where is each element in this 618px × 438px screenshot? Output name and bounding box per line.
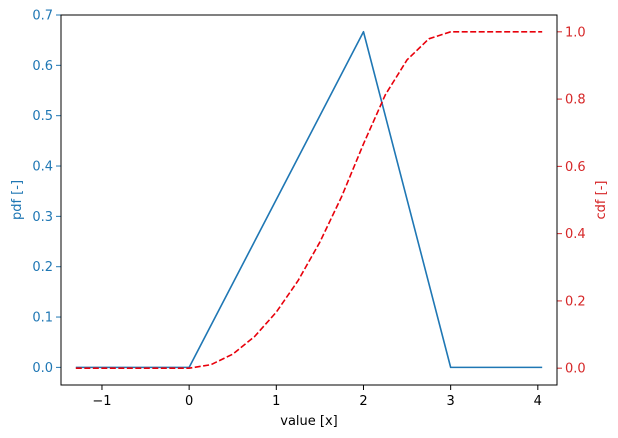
y-left-tick-label: 0.0 — [32, 361, 53, 376]
x-tick-label: 4 — [534, 394, 542, 409]
plot-frame — [60, 14, 558, 386]
y-left-tick-label: 0.3 — [32, 210, 53, 225]
y-axis-right: 0.0 0.2 0.4 0.6 0.8 1.0 — [557, 25, 586, 377]
y-left-tick-label: 0.4 — [32, 160, 53, 175]
x-tick-label: 2 — [359, 394, 367, 409]
y-right-tick-label: 0.8 — [565, 93, 586, 108]
y-left-tick-label: 0.7 — [32, 9, 53, 24]
y-left-tick-label: 0.2 — [32, 260, 53, 275]
y-axis-left-label: pdf [-] — [10, 180, 25, 220]
x-axis: −1 0 1 2 3 4 — [92, 385, 542, 409]
y-left-tick-label: 0.1 — [32, 311, 53, 326]
plot-area — [75, 30, 543, 369]
y-right-tick-label: 0.6 — [565, 160, 586, 175]
y-right-tick-label: 1.0 — [565, 25, 586, 40]
x-tick-label: 0 — [185, 394, 193, 409]
x-tick-label: 1 — [272, 394, 280, 409]
y-axis-right-label: cdf [-] — [594, 181, 609, 220]
y-right-tick-label: 0.2 — [565, 294, 586, 309]
x-tick-label: −1 — [92, 394, 111, 409]
x-axis-label: value [x] — [280, 414, 337, 429]
y-right-tick-label: 0.0 — [565, 362, 586, 377]
y-axis-left: 0.0 0.1 0.2 0.3 0.4 0.5 0.6 0.7 — [32, 9, 61, 376]
pdf-series-line — [75, 30, 543, 369]
x-tick-label: 3 — [447, 394, 455, 409]
y-left-tick-label: 0.6 — [32, 59, 53, 74]
cdf-series-line — [75, 31, 543, 369]
y-left-tick-label: 0.5 — [32, 109, 53, 124]
y-right-tick-label: 0.4 — [565, 227, 586, 242]
